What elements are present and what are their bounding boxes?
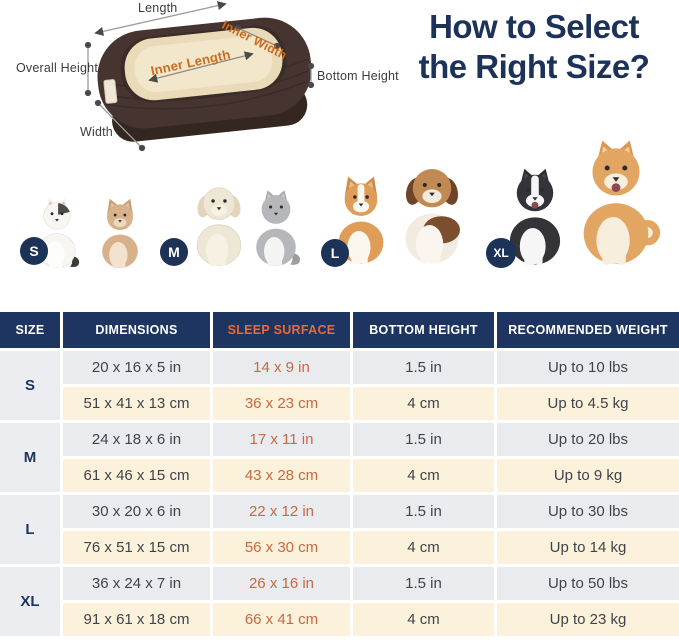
- chihuahua-illustration: [93, 183, 147, 269]
- cell-dimensions: 61 x 46 x 15 cm: [63, 459, 210, 492]
- cell-weight: Up to 23 kg: [497, 603, 679, 636]
- cell-bottom-height: 1.5 in: [353, 423, 494, 456]
- size-badge-xl: XL: [486, 238, 516, 268]
- inner-length-arrow: [148, 51, 254, 83]
- size-cell-m: M: [0, 423, 60, 492]
- cell-dimensions: 91 x 61 x 18 cm: [63, 603, 210, 636]
- cell-sleep-surface: 22 x 12 in: [213, 495, 350, 528]
- size-examples-row: S M L XL: [0, 130, 679, 280]
- gray-cat-illustration: [246, 176, 306, 267]
- title-line-2: the Right Size?: [418, 47, 650, 85]
- cell-dimensions: 24 x 18 x 6 in: [63, 423, 210, 456]
- cell-dimensions: 51 x 41 x 13 cm: [63, 387, 210, 420]
- cell-dimensions: 36 x 24 x 7 in: [63, 567, 210, 600]
- cell-bottom-height: 4 cm: [353, 531, 494, 564]
- length-arrow: [94, 1, 227, 36]
- maltese-dog-illustration: [186, 168, 252, 267]
- size-cell-l: L: [0, 495, 60, 564]
- bottom-height-label: Bottom Height: [317, 69, 399, 83]
- cell-sleep-surface: 26 x 16 in: [213, 567, 350, 600]
- size-badge-m: M: [160, 238, 188, 266]
- cell-sleep-surface: 43 x 28 cm: [213, 459, 350, 492]
- width-label: Width: [80, 125, 113, 139]
- cell-weight: Up to 14 kg: [497, 531, 679, 564]
- size-table: SIZE DIMENSIONS SLEEP SURFACE BOTTOM HEI…: [0, 312, 679, 636]
- cell-sleep-surface: 56 x 30 cm: [213, 531, 350, 564]
- cell-dimensions: 20 x 16 x 5 in: [63, 351, 210, 384]
- cell-sleep-surface: 66 x 41 cm: [213, 603, 350, 636]
- cell-bottom-height: 4 cm: [353, 603, 494, 636]
- cell-weight: Up to 50 lbs: [497, 567, 679, 600]
- cell-weight: Up to 10 lbs: [497, 351, 679, 384]
- header-bottom-height: BOTTOM HEIGHT: [353, 312, 494, 348]
- page-title: How to Select the Right Size?: [392, 7, 676, 86]
- pet-bed-illustration: [84, 1, 315, 152]
- bed-brand-tag: [103, 79, 118, 104]
- cell-sleep-surface: 36 x 23 cm: [213, 387, 350, 420]
- cell-weight: Up to 9 kg: [497, 459, 679, 492]
- border-collie-illustration: [497, 138, 573, 266]
- cell-dimensions: 76 x 51 x 15 cm: [63, 531, 210, 564]
- cell-weight: Up to 4.5 kg: [497, 387, 679, 420]
- width-arrow: [94, 99, 146, 152]
- size-badge-l: L: [321, 239, 349, 267]
- inner-width-arrow: [234, 24, 281, 50]
- size-cell-xl: XL: [0, 567, 60, 636]
- overall-height-label: Overall Height: [16, 61, 98, 75]
- header-dimensions: DIMENSIONS: [63, 312, 210, 348]
- size-cell-s: S: [0, 351, 60, 420]
- cell-bottom-height: 1.5 in: [353, 567, 494, 600]
- cell-bottom-height: 4 cm: [353, 387, 494, 420]
- corgi-illustration: [327, 150, 395, 265]
- bed-dimension-diagram: Length Overall Height Width Bottom Heigh…: [0, 0, 400, 168]
- shiba-inu-illustration: [567, 133, 665, 266]
- cell-dimensions: 30 x 20 x 6 in: [63, 495, 210, 528]
- header-recommended-weight: RECOMMENDED WEIGHT: [497, 312, 679, 348]
- header-size: SIZE: [0, 312, 60, 348]
- header-sleep-surface: SLEEP SURFACE: [213, 312, 350, 348]
- cell-bottom-height: 1.5 in: [353, 351, 494, 384]
- pet-bed-shape: [97, 17, 312, 142]
- cell-sleep-surface: 14 x 9 in: [213, 351, 350, 384]
- title-line-1: How to Select: [429, 8, 639, 45]
- cell-bottom-height: 4 cm: [353, 459, 494, 492]
- size-badge-s: S: [20, 237, 48, 265]
- white-cat-illustration: [26, 196, 88, 269]
- cell-weight: Up to 20 lbs: [497, 423, 679, 456]
- length-label: Length: [138, 1, 178, 15]
- cell-sleep-surface: 17 x 11 in: [213, 423, 350, 456]
- cell-weight: Up to 30 lbs: [497, 495, 679, 528]
- beagle-illustration: [392, 143, 472, 265]
- cell-bottom-height: 1.5 in: [353, 495, 494, 528]
